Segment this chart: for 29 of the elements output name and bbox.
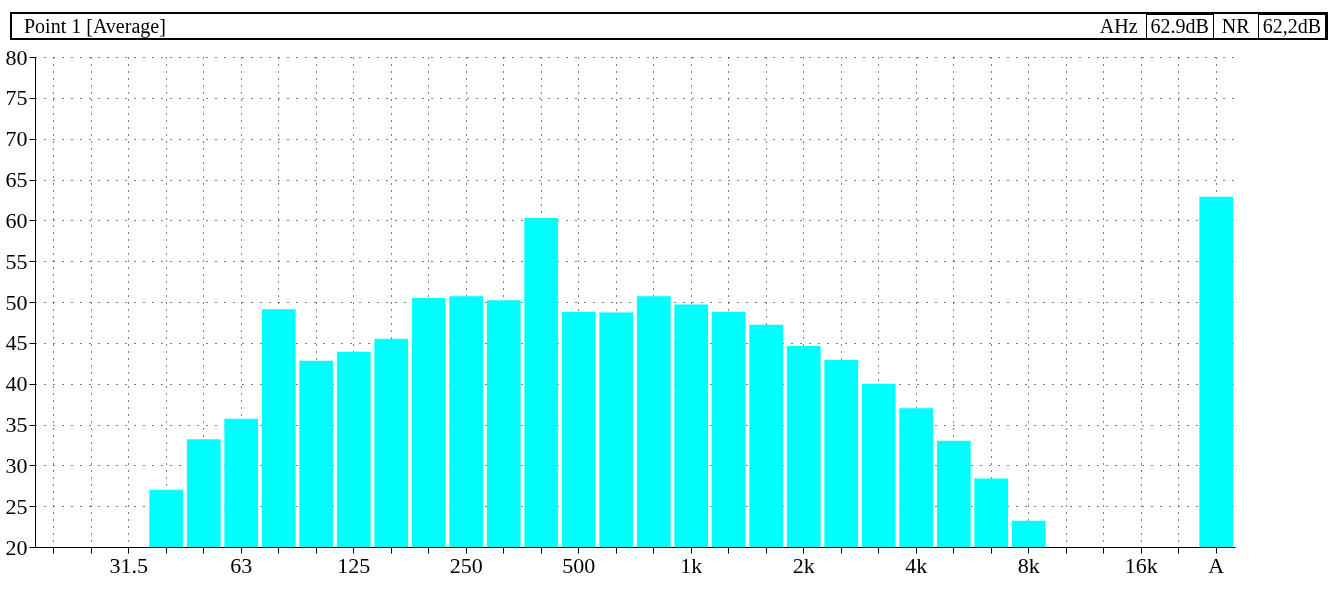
y-tick-label: 75 [5, 85, 28, 111]
y-tick-label: 50 [5, 289, 28, 315]
x-tick-label: 1k [680, 552, 703, 578]
x-tick-label: 250 [449, 552, 483, 578]
x-tick-label: 500 [562, 552, 596, 578]
y-tick-label: 45 [5, 330, 28, 356]
y-tick-label: 35 [5, 412, 28, 437]
y-tick-label: 20 [5, 534, 28, 560]
y-tick-label: 40 [5, 371, 28, 397]
x-tick-label: 2k [792, 552, 815, 578]
x-tick-label: 31.5 [109, 552, 148, 578]
x-tick-label: 63 [230, 552, 253, 578]
x-tick-label: 125 [337, 552, 371, 578]
x-tick-label: 4k [905, 552, 928, 578]
y-tick-label: 30 [5, 452, 28, 478]
x-tick-label: 8k [1017, 552, 1040, 578]
x-tick-label: 16k [1124, 552, 1158, 578]
text: NR [1221, 14, 1250, 38]
y-tick-label: 70 [5, 126, 28, 152]
chart-title: Point 1 [Average] [23, 14, 167, 38]
y-tick-label: 60 [5, 207, 28, 233]
text: 62,2dB [1257, 13, 1326, 39]
text: AHz [1099, 14, 1138, 38]
y-tick-label: 80 [5, 44, 28, 70]
y-tick-label: 55 [5, 248, 28, 274]
x-tick-label: A [1208, 552, 1225, 578]
y-tick-label: 25 [5, 493, 28, 519]
y-tick-label: 65 [5, 167, 28, 192]
text: 62.9dB [1145, 13, 1214, 39]
